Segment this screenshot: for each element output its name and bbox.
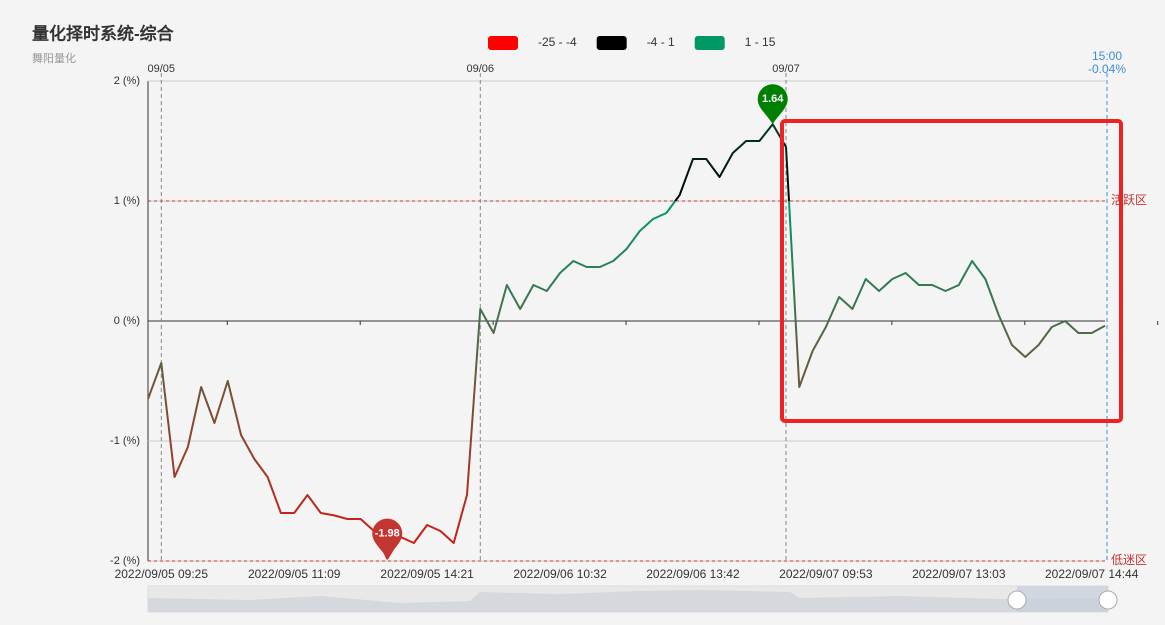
day-marker-label: 09/06: [467, 63, 495, 75]
chart-subtitle: 舞阳量化: [32, 51, 76, 65]
y-tick-label: 2 (%): [114, 75, 140, 87]
x-tick-label: 2022/09/05 09:25: [115, 567, 209, 581]
legend-swatch: [694, 36, 725, 50]
slider-window: [1017, 586, 1108, 612]
highlight-box: [780, 119, 1123, 423]
end-marker-value: -0.04%: [1088, 62, 1126, 76]
slider-handle[interactable]: [1098, 590, 1118, 610]
legend-label: 1 - 15: [745, 35, 776, 49]
day-marker-label: 09/07: [772, 63, 800, 75]
end-marker-time: 15:00: [1092, 49, 1122, 63]
x-tick-label: 2022/09/05 11:09: [248, 567, 341, 581]
x-tick-label: 2022/09/06 13:42: [646, 567, 740, 581]
mark-pin-label: -1.98: [375, 528, 400, 540]
mark-line-label: 活跃区: [1111, 193, 1147, 207]
y-tick-label: -1 (%): [110, 435, 140, 447]
x-tick-label: 2022/09/07 14:44: [1045, 567, 1139, 581]
data-zoom-slider[interactable]: [147, 585, 1118, 613]
mark-pin-label: 1.64: [762, 93, 784, 105]
legend-label: -25 - -4: [538, 35, 577, 49]
slider-preview: [148, 590, 1107, 612]
mark-line-label: 低迷区: [1111, 553, 1147, 567]
y-tick-label: -2 (%): [110, 555, 140, 567]
day-marker-label: 09/05: [148, 63, 176, 75]
mark-pin: [372, 518, 403, 559]
mark-pin: [757, 84, 788, 125]
series-line: [147, 123, 1106, 560]
x-tick-label: 2022/09/06 10:32: [513, 567, 607, 581]
x-tick-label: 2022/09/07 13:03: [912, 567, 1006, 581]
y-tick-label: 1 (%): [114, 195, 140, 207]
slider-handle[interactable]: [1007, 590, 1027, 610]
x-tick-label: 2022/09/05 14:21: [380, 567, 474, 581]
chart-title: 量化择时系统-综合: [32, 23, 175, 43]
legend-swatch: [596, 36, 627, 50]
legend-swatch: [488, 36, 518, 50]
legend-label: -4 - 1: [647, 35, 675, 49]
x-tick-label: 2022/09/07 09:53: [779, 567, 873, 581]
y-tick-label: 0 (%): [114, 315, 140, 327]
